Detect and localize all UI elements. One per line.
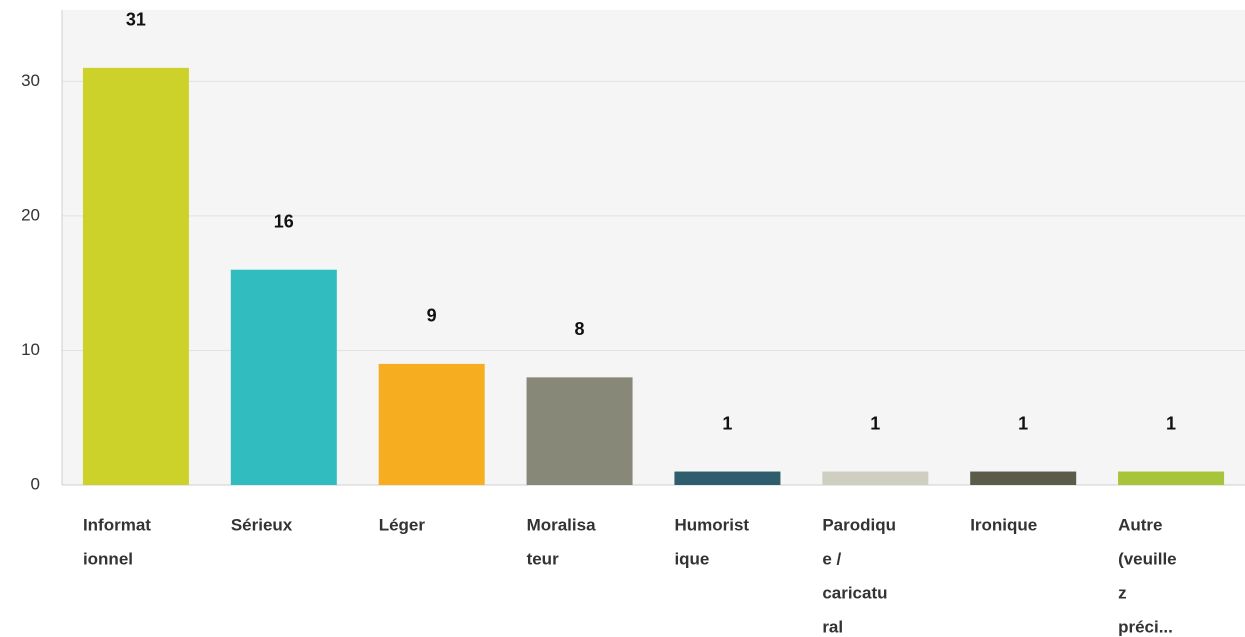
bar xyxy=(82,67,189,485)
bar xyxy=(526,377,633,485)
x-tick-label: e / xyxy=(822,549,841,568)
value-label: 8 xyxy=(575,319,585,339)
bar xyxy=(674,471,781,485)
bar xyxy=(822,471,929,485)
x-tick-label: z xyxy=(1118,583,1127,602)
x-tick-label: Parodiqu xyxy=(822,515,896,534)
x-tick-label: préci... xyxy=(1118,617,1173,636)
x-tick-label: (veuille xyxy=(1118,549,1177,568)
bar xyxy=(378,363,485,485)
value-label: 1 xyxy=(722,413,732,433)
x-tick-label: Informat xyxy=(83,515,151,534)
value-label: 1 xyxy=(1018,413,1028,433)
x-tick-label: Léger xyxy=(379,515,426,534)
y-tick-label: 20 xyxy=(21,205,40,224)
value-label: 1 xyxy=(1166,413,1176,433)
x-tick-label: ral xyxy=(822,617,843,636)
value-label: 31 xyxy=(126,10,146,30)
x-tick-label: teur xyxy=(527,549,560,568)
value-label: 1 xyxy=(870,413,880,433)
x-tick-label: Humorist xyxy=(674,515,749,534)
x-tick-label: Ironique xyxy=(970,515,1037,534)
bar xyxy=(230,269,337,485)
y-tick-label: 10 xyxy=(21,340,40,359)
x-tick-label: Sérieux xyxy=(231,515,293,534)
y-tick-label: 30 xyxy=(21,71,40,90)
x-tick-label: Moralisa xyxy=(527,515,597,534)
value-label: 16 xyxy=(274,211,294,231)
x-tick-label: ique xyxy=(674,549,709,568)
x-tick-label: ionnel xyxy=(83,549,133,568)
bar xyxy=(970,471,1077,485)
x-tick-label: caricatu xyxy=(822,583,887,602)
bar xyxy=(1118,471,1225,485)
x-tick-label: Autre xyxy=(1118,515,1162,534)
y-tick-label: 0 xyxy=(31,474,40,493)
value-label: 9 xyxy=(427,306,437,326)
